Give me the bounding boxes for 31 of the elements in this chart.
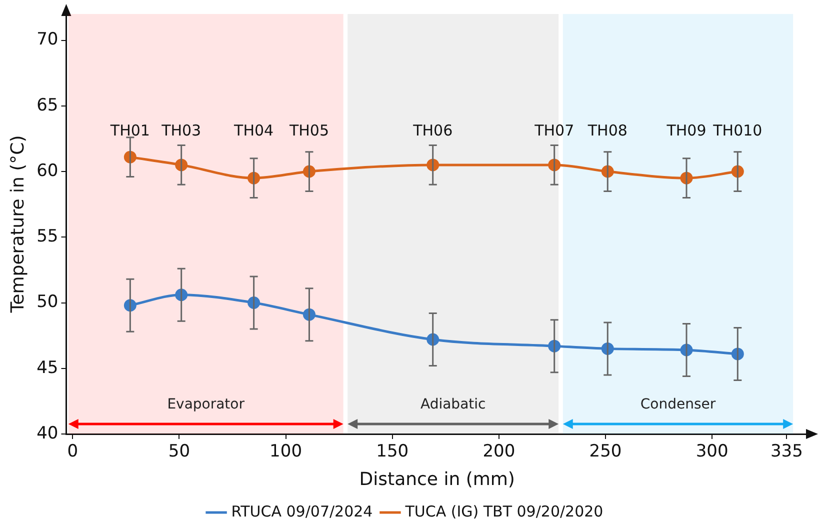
annotation: TH04 [233,121,274,140]
annotation: TH010 [712,121,762,140]
y-tick-label: 40 [36,423,58,444]
legend-label: TUCA (IG) TBT 09/20/2020 [404,502,604,520]
x-tick-label: 150 [376,442,409,462]
y-tick-label: 55 [36,226,58,247]
x-tick-label: 200 [482,442,516,462]
y-tick-label: 70 [36,30,58,50]
annotation: TH08 [586,121,628,140]
x-axis-title: Distance in (mm) [359,468,515,490]
y-tick-label: 65 [36,95,58,116]
annotation: TH07 [534,121,574,140]
x-tick-label: 335 [770,442,803,462]
annotation: TH01 [109,121,150,140]
band-label: Adiabatic [420,396,486,413]
y-tick-label: 60 [36,160,58,181]
band-label: Condenser [640,396,716,413]
annotation: TH03 [160,121,202,140]
band-label: Evaporator [167,396,245,413]
y-tick-label: 45 [36,358,58,378]
annotation: TH06 [412,121,453,140]
legend-label: RTUCA 09/07/2024 [231,502,373,520]
x-tick-label: 250 [589,442,622,462]
annotation: TH09 [666,121,706,140]
y-axis-title: Temperature in (°C) [7,135,28,314]
x-tick-label: 300 [696,442,728,462]
annotation: TH05 [288,121,329,140]
y-tick-label: 50 [36,292,58,312]
x-tick-label: 50 [168,442,190,462]
x-tick-label: 0 [67,442,78,462]
x-tick-label: 100 [270,442,302,462]
